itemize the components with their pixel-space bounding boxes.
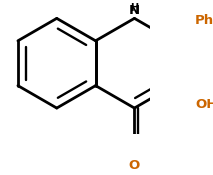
Text: N: N bbox=[129, 4, 140, 17]
Text: Ph: Ph bbox=[195, 14, 213, 27]
Text: H: H bbox=[130, 3, 138, 13]
Text: O: O bbox=[129, 159, 140, 172]
Text: OH: OH bbox=[195, 98, 213, 111]
